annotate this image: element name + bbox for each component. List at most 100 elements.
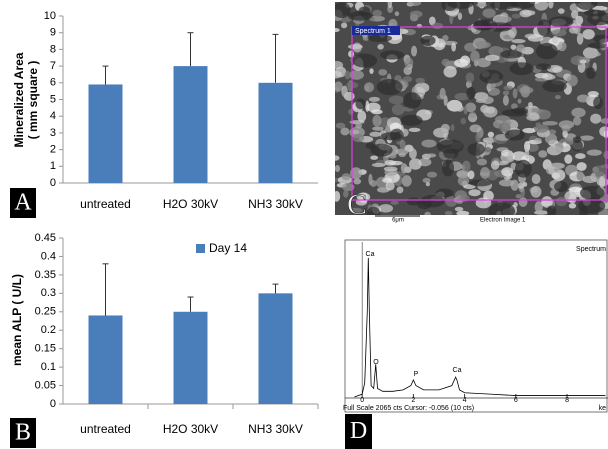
shadow [509, 62, 534, 76]
crystal [549, 162, 565, 170]
y-tick-label: 6 [50, 77, 56, 89]
crystal [555, 196, 568, 207]
crystal [408, 127, 421, 132]
crystal [460, 117, 467, 125]
shadow [587, 42, 608, 49]
crystal [372, 9, 383, 17]
y-tick-label: 7 [50, 60, 56, 72]
crystal [369, 68, 374, 74]
crystal [353, 178, 362, 185]
crystal [450, 124, 455, 132]
crystal [343, 189, 349, 198]
crystal [592, 5, 608, 11]
crystal [465, 102, 477, 113]
crystal [432, 22, 444, 30]
crystal [552, 35, 559, 45]
crystal [387, 2, 393, 9]
crystal [498, 179, 515, 187]
crystal [348, 50, 355, 58]
legend-label: Day 14 [209, 241, 247, 255]
shadow [436, 139, 464, 154]
crystal [368, 96, 380, 102]
crystal [568, 202, 577, 209]
crystal [421, 139, 437, 148]
shadow [400, 114, 423, 126]
peak-label: O [373, 359, 379, 366]
crystal [551, 172, 560, 179]
crystal [401, 175, 412, 187]
crystal [566, 74, 578, 87]
crystal [592, 165, 605, 177]
crystal [344, 70, 351, 80]
crystal [498, 122, 511, 133]
crystal [398, 152, 406, 157]
x-tick-label: H2O 30kV [163, 197, 218, 211]
crystal [517, 182, 524, 189]
crystal [482, 8, 496, 18]
legend-swatch [196, 244, 205, 253]
y-tick-label: 0.05 [35, 379, 56, 391]
peak-label: Ca [366, 251, 375, 258]
crystal [335, 155, 340, 161]
crystal [437, 43, 444, 48]
crystal [468, 111, 477, 119]
crystal [487, 131, 495, 138]
crystal [575, 15, 584, 25]
crystal [415, 77, 426, 84]
crystal [483, 146, 492, 153]
x-tick-label: NH3 30kV [248, 422, 303, 436]
crystal [587, 90, 599, 97]
crystal [451, 42, 457, 52]
panel-label-box [10, 188, 36, 218]
crystal [463, 106, 468, 115]
panel-label-box [10, 418, 36, 448]
crystal [403, 66, 412, 76]
y-tick-label: 0.2 [41, 324, 56, 336]
crystal [541, 196, 553, 208]
crystal [576, 94, 590, 103]
y-tick-label: 0.15 [35, 343, 56, 355]
crystal [411, 45, 418, 57]
crystal [557, 41, 567, 52]
y-tick-label: 9 [50, 27, 56, 39]
shadow [514, 159, 532, 178]
crystal [534, 72, 549, 79]
crystal [534, 137, 542, 143]
crystal [524, 141, 531, 152]
crystal [350, 207, 363, 214]
crystal [564, 154, 573, 164]
shadow [380, 132, 402, 141]
crystal [443, 132, 448, 139]
crystal [355, 198, 368, 206]
crystal [424, 211, 431, 215]
crystal [531, 173, 541, 185]
shadow [370, 143, 393, 157]
crystal [445, 196, 458, 207]
crystal [571, 10, 579, 19]
crystal [511, 13, 522, 19]
crystal [341, 22, 348, 29]
shadow [593, 96, 603, 110]
y-axis-label: mean ALP ( U/L) [10, 274, 24, 366]
y-axis-label: Mineralized Area [12, 52, 26, 147]
crystal [533, 124, 549, 133]
crystal [481, 96, 494, 104]
y-tick-label: 8 [50, 43, 56, 55]
crystal [568, 186, 583, 192]
crystal [530, 185, 542, 198]
crystal [402, 76, 413, 83]
shadow [574, 2, 598, 10]
crystal [522, 181, 528, 187]
crystal [462, 160, 471, 172]
crystal [370, 155, 379, 160]
crystal [579, 59, 587, 64]
crystal [400, 163, 408, 174]
shadow [441, 159, 455, 177]
crystal [576, 162, 587, 171]
crystal [440, 123, 450, 133]
crystal [352, 134, 365, 143]
crystal [335, 165, 341, 172]
crystal [391, 104, 405, 116]
crystal [335, 190, 341, 202]
